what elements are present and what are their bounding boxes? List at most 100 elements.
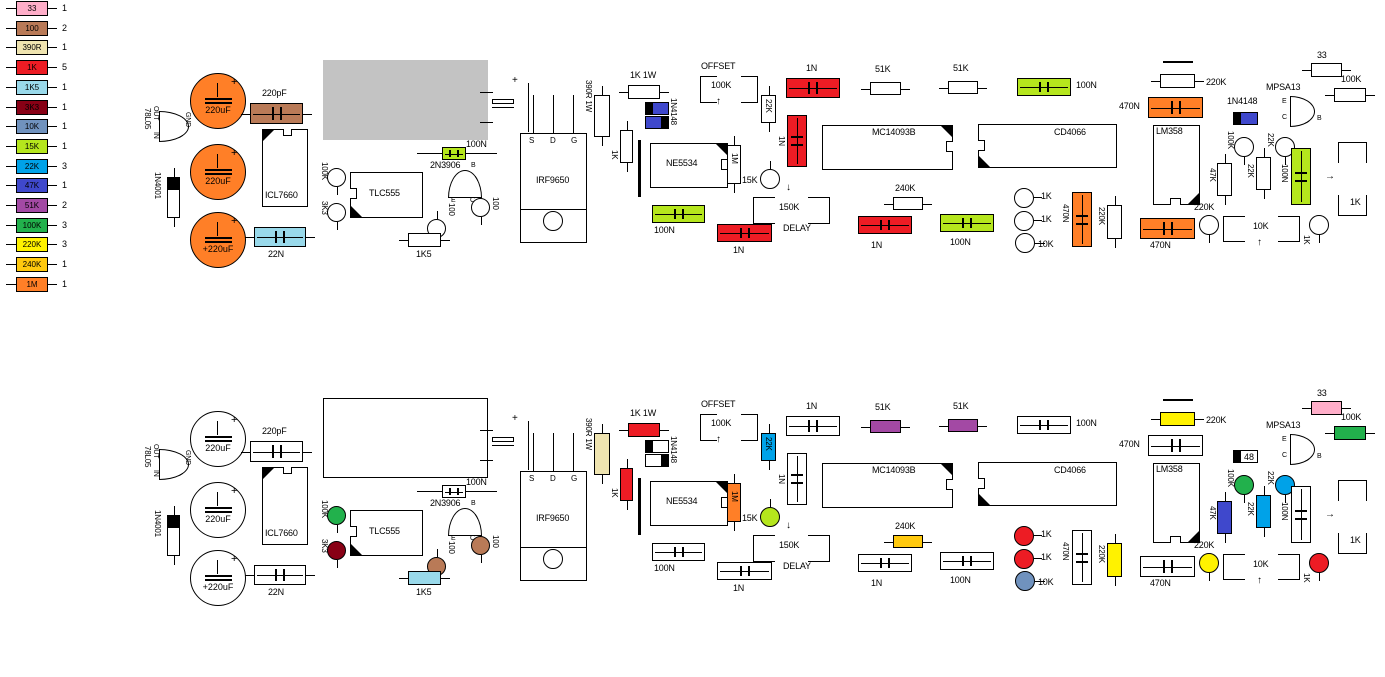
ic-ne5534	[650, 481, 728, 526]
label-100k-h: 100K	[1341, 412, 1362, 422]
ic-tlc555	[350, 172, 423, 218]
trimmer-delay	[753, 196, 830, 225]
label-100n-5: 100N	[1280, 164, 1289, 183]
label-1n4148-single: 1N4148	[1227, 96, 1258, 106]
legend-lead-line	[48, 28, 57, 29]
cap-symbol	[861, 563, 909, 564]
legend-item: 100K 3	[0, 217, 86, 234]
label-150k: 150K	[779, 540, 800, 550]
trimpot-100-2-lead	[480, 217, 482, 225]
wire-bar	[638, 478, 641, 535]
legend-count: 1	[62, 3, 68, 13]
label-47k: 47K	[1208, 168, 1217, 182]
label-cd4066: CD4066	[1054, 465, 1086, 475]
wire-pin-d	[553, 95, 554, 133]
cap-plate	[275, 231, 277, 243]
res-22k-2	[1256, 157, 1271, 190]
label-100n-3: 100N	[1076, 418, 1097, 428]
trimpot-1k-1	[1014, 526, 1034, 546]
label-1n-4: 1N	[871, 240, 883, 250]
transistor-2n3906	[448, 508, 482, 536]
trimmer-10k	[1223, 215, 1300, 243]
legend-label: 10K	[24, 122, 40, 131]
module-block	[323, 60, 488, 140]
cap-470n-3	[1140, 556, 1195, 577]
legend-count: 5	[62, 62, 68, 72]
legend-lead-line	[48, 87, 57, 88]
pin1-wedge	[941, 126, 952, 137]
legend-item: 10K 1	[0, 118, 86, 135]
cap-1n-2	[786, 416, 840, 436]
legend-swatch: 47K	[16, 178, 48, 193]
trimpot-1k-2	[1014, 549, 1034, 569]
diode-1n4148-3: 48	[1233, 450, 1258, 463]
trimpot-100k-right	[1234, 137, 1254, 157]
legend-item: 390R 1	[0, 39, 86, 56]
label-220k-h: 220K	[1206, 77, 1227, 87]
cap-plate	[1170, 222, 1173, 235]
transistor-mpsa13	[1290, 96, 1315, 127]
gap	[1245, 553, 1278, 557]
pin1-wedge	[263, 130, 274, 141]
cap-symbol	[720, 233, 769, 234]
res-51k-1	[870, 82, 901, 95]
cap-plate	[279, 445, 282, 458]
label-22k-right: 22K	[1266, 133, 1275, 147]
trimpot-100k-right-lead	[1244, 495, 1245, 503]
cap-plate	[1295, 517, 1307, 520]
res-47k	[1217, 163, 1232, 196]
cap-symbol	[1143, 228, 1192, 230]
value-label: +220uF	[202, 582, 234, 593]
cap-symbol	[217, 491, 218, 506]
res-33	[1311, 401, 1342, 415]
cap-plate	[204, 574, 232, 577]
label-33: 33	[1317, 388, 1327, 398]
cap-symbol	[943, 561, 991, 562]
gap	[775, 534, 808, 538]
cap-220uf-1: +220uF	[190, 73, 246, 129]
label-lm358: LM358	[1156, 464, 1183, 474]
cap-plate	[449, 487, 451, 495]
legend-lead-line	[6, 67, 16, 68]
pin1-wedge	[351, 206, 362, 217]
arrow-right-icon-1k: →	[1325, 509, 1335, 520]
cap-symbol	[861, 225, 909, 226]
label-15k: 15K	[742, 175, 758, 185]
plus-icon: +	[231, 146, 238, 159]
legend-lead-line	[6, 47, 16, 48]
cap-plate	[1047, 419, 1049, 431]
label-470n-2: 470N	[1119, 439, 1140, 449]
cap-plate	[204, 172, 232, 175]
cap-22n	[254, 227, 306, 247]
notch	[721, 497, 728, 509]
cap-1n-4	[858, 554, 912, 572]
wire-lead-1k-1	[1034, 197, 1042, 198]
label-240k: 240K	[895, 183, 916, 193]
label-1k1w: 1K 1W	[630, 408, 657, 418]
legend-swatch: 1K5	[16, 80, 48, 95]
cap-symbol	[655, 552, 702, 553]
trimpot-100-2-lead	[480, 555, 482, 563]
legend-swatch: 390R	[16, 40, 48, 55]
cap-symbol	[445, 491, 463, 493]
res-220k-h	[1160, 412, 1195, 426]
gap	[775, 221, 808, 225]
gap	[1364, 163, 1368, 195]
cap-plate	[1039, 419, 1041, 431]
trimpot-3k3	[327, 541, 346, 560]
label-irf9650: IRF9650	[536, 513, 570, 523]
legend-count: 3	[62, 220, 68, 230]
wire-bar	[638, 140, 641, 197]
trimpot-1k-right-lead	[1319, 573, 1320, 581]
ic-cd4066	[978, 462, 1117, 506]
legend-count: 1	[62, 180, 68, 190]
cap-1n-1	[717, 224, 772, 242]
legend-count: 1	[62, 42, 68, 52]
module-block	[323, 398, 488, 478]
label-delay: DELAY	[783, 561, 811, 571]
cap-470n-3	[1140, 218, 1195, 239]
legend-label: 1M	[26, 280, 38, 289]
wire-lead-10k	[1035, 243, 1045, 244]
diode-1n4148-3	[1233, 112, 1258, 125]
label-22k-2: 22K	[1246, 502, 1255, 516]
